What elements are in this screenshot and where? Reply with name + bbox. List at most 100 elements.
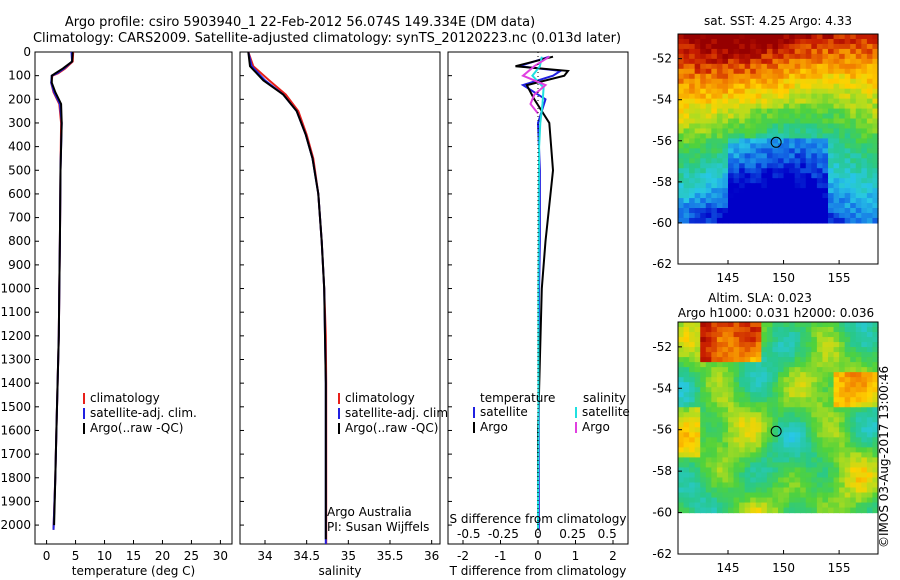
map-cell <box>839 342 846 348</box>
map-cell <box>722 148 729 154</box>
map-cell <box>794 377 801 383</box>
map-cell <box>728 497 735 504</box>
map-cell <box>750 397 757 403</box>
map-cell <box>700 138 707 144</box>
map-cell <box>850 138 857 144</box>
map-title: Altim. SLA: 0.023 <box>708 291 812 305</box>
map-cell <box>855 188 862 194</box>
map-cell <box>861 113 868 120</box>
map-cell <box>728 58 735 65</box>
map-cell <box>800 492 807 499</box>
map-cell <box>828 372 835 378</box>
map-cell <box>733 212 740 219</box>
map-cell <box>722 332 729 338</box>
map-cell <box>739 322 746 328</box>
map-cell <box>744 173 751 179</box>
map-cell <box>778 178 785 184</box>
map-cell <box>800 93 807 100</box>
map-cell <box>816 352 824 358</box>
map-cell <box>839 93 846 100</box>
map-cell <box>711 118 718 125</box>
map-cell <box>794 397 801 403</box>
map-cell <box>755 382 762 388</box>
map-cell <box>789 178 796 184</box>
map-cell <box>678 502 685 509</box>
map-cell <box>711 212 718 219</box>
map-cell <box>694 143 701 149</box>
map-cell <box>794 158 801 164</box>
map-cell <box>689 53 696 60</box>
map-cell <box>822 168 829 174</box>
map-cell <box>750 193 757 199</box>
map-cell <box>761 34 768 40</box>
map-cell <box>716 452 724 459</box>
map-cell <box>789 377 796 383</box>
map-cell <box>766 367 774 373</box>
map-cell <box>766 53 774 60</box>
map-cell <box>722 143 729 149</box>
map-cell <box>716 387 724 393</box>
map-cell <box>866 452 874 459</box>
s-tick-label: -0.5 <box>457 527 480 541</box>
map-cell <box>689 198 696 204</box>
map-cell <box>828 332 835 338</box>
map-cell <box>872 407 879 413</box>
map-cell <box>783 407 790 413</box>
map-cell <box>755 337 762 343</box>
map-cell <box>722 88 729 95</box>
map-cell <box>872 477 879 484</box>
map-cell <box>811 113 818 120</box>
map-cell <box>739 203 746 209</box>
map-cell <box>761 88 768 95</box>
map-cell <box>833 34 840 40</box>
map-cell <box>766 193 774 199</box>
map-cell <box>766 48 774 55</box>
map-cell <box>739 462 746 469</box>
map-cell <box>728 128 735 135</box>
map-cell <box>850 412 857 418</box>
map-cell <box>789 327 796 333</box>
map-cell <box>694 88 701 95</box>
map-cell <box>716 487 724 494</box>
map-cell <box>833 427 840 433</box>
map-cell <box>833 198 840 204</box>
map-cell <box>789 382 796 388</box>
map-cell <box>700 113 707 120</box>
map-cell <box>794 173 801 179</box>
map-cell <box>766 153 774 159</box>
map-cell <box>766 482 774 489</box>
map-cell <box>844 457 851 464</box>
map-cell <box>861 422 868 428</box>
map-cell <box>833 442 840 448</box>
map-cell <box>716 507 724 514</box>
map-cell <box>794 482 801 489</box>
map-cell <box>683 198 690 204</box>
map-cell <box>839 477 846 484</box>
map-cell <box>744 43 751 50</box>
map-cell <box>750 183 757 189</box>
map-cell <box>689 203 696 209</box>
map-cell <box>844 397 851 403</box>
map-cell <box>794 48 801 55</box>
map-cell <box>800 168 807 174</box>
map-cell <box>761 417 768 423</box>
map-cell <box>739 372 746 378</box>
map-cell <box>783 203 790 209</box>
map-cell <box>766 118 774 125</box>
map-cell <box>833 447 840 453</box>
map-cell <box>711 188 718 194</box>
map-cell <box>744 507 751 514</box>
map-cell <box>872 467 879 474</box>
map-cell <box>689 357 696 363</box>
legend-label: Argo <box>480 420 508 434</box>
map-cell <box>794 382 801 388</box>
map-cell <box>822 322 829 328</box>
map-cell <box>833 183 840 189</box>
map-cell <box>766 437 774 443</box>
map-cell <box>755 452 762 459</box>
map-cell <box>744 412 751 418</box>
map-cell <box>800 357 807 363</box>
map-cell <box>844 58 851 65</box>
map-cell <box>755 163 762 169</box>
map-cell <box>800 482 807 489</box>
